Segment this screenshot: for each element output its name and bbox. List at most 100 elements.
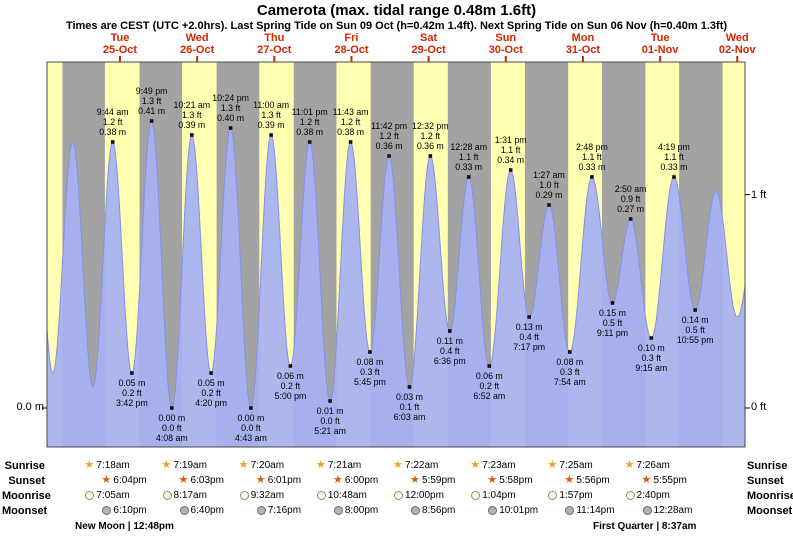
day-label: Tue 25-Oct — [102, 32, 138, 56]
tide-annotation-line: 0.4 ft — [440, 346, 460, 356]
sunrise-time: 7:20am — [250, 460, 285, 471]
tide-annotation-line: 5:45 pm — [354, 377, 386, 387]
moonset-time: 7:16pm — [267, 505, 302, 516]
tide-annotation-line: 0.10 m — [638, 343, 665, 353]
tide-annotation-line: 0.4 ft — [519, 332, 539, 342]
low-tide-marker — [448, 329, 452, 333]
tide-annotation-line: 12:32 pm — [412, 121, 449, 131]
tide-annotation-line: 10:55 pm — [677, 335, 714, 345]
moonset-row-label-right: Moonset — [747, 505, 793, 517]
moonrise-icon — [85, 491, 95, 500]
day-label: Thu 27-Oct — [257, 32, 292, 56]
high-tide-marker — [672, 175, 676, 179]
high-tide-marker — [190, 133, 194, 137]
tide-annotation-line: 0.08 m — [556, 357, 583, 367]
tide-annotation-line: 1:27 am — [533, 170, 565, 180]
plot-border — [46, 61, 746, 448]
low-tide-marker — [649, 336, 654, 340]
tide-annotation-line: 0.1 ft — [400, 402, 420, 412]
moonrise-icon — [316, 491, 326, 500]
day-label: Mon 31-Oct — [565, 32, 601, 56]
tide-annotation-line: 0.2 ft — [281, 381, 301, 391]
tide-annotation-line: 10:24 pm — [212, 93, 249, 103]
high-tide-marker — [628, 217, 633, 221]
tide-annotation-line: 0.05 m — [198, 378, 225, 388]
moonset-icon — [411, 506, 421, 515]
moonrise-icon — [548, 491, 558, 500]
sunrise-time: 7:22am — [405, 460, 439, 471]
tide-annotation-line: 0.33 m — [661, 162, 688, 172]
low-tide-marker — [328, 399, 332, 403]
tide-annotation-line: 0.0 ft — [320, 416, 340, 426]
sunset-time: 6:00pm — [344, 475, 379, 486]
moonset-icon — [565, 506, 575, 515]
tide-annotation-line: 0.11 m — [437, 336, 463, 346]
tide-annotation-line: 4:20 pm — [195, 398, 227, 408]
tide-annotation-line: 11:42 pm — [371, 121, 407, 131]
tide-annotation-line: 1.3 ft — [261, 110, 281, 120]
tide-annotation-line: 11:43 am — [333, 107, 369, 117]
day-label: Tue 01-Nov — [641, 32, 679, 56]
tide-annotation-line: 1.1 ft — [459, 152, 479, 162]
low-tide-marker — [368, 350, 372, 354]
sunset-star-icon: ★ — [410, 474, 420, 486]
right-axis-zero-ft-label: 0 ft — [751, 401, 767, 413]
sunset-time: 5:55pm — [653, 475, 687, 486]
tide-annotation-line: 4:43 am — [235, 433, 267, 443]
high-tide-marker — [110, 140, 115, 144]
tide-annotation-line: 0.40 m — [217, 113, 244, 123]
sunrise-time: 7:19am — [173, 460, 207, 471]
sunset-time: 5:59pm — [422, 475, 456, 486]
moonrise-time: 9:32am — [250, 490, 285, 501]
tide-annotation-line: 0.05 m — [118, 378, 145, 388]
tide-annotation-line: 0.13 m — [516, 322, 543, 332]
moonset-row-label-left: Moonset — [2, 505, 48, 517]
sunrise-star-icon: ★ — [393, 459, 403, 471]
high-tide-marker — [348, 140, 353, 144]
moonrise-time: 2:40pm — [636, 490, 670, 501]
sunset-star-icon: ★ — [178, 474, 189, 486]
tide-annotation-line: 0.00 m — [158, 413, 185, 423]
low-tide-marker — [610, 301, 615, 305]
tide-annotation-line: 11:00 am — [253, 100, 289, 110]
moonrise-icon — [239, 491, 249, 500]
low-tide-marker — [288, 364, 293, 368]
day-label: Fri 28-Oct — [334, 32, 369, 56]
tide-annotation-line: 0.06 m — [277, 371, 304, 381]
sunrise-star-icon: ★ — [315, 459, 326, 471]
tide-annotation-line: 4:08 am — [156, 433, 188, 443]
moonset-time: 6:10pm — [113, 505, 147, 516]
low-tide-marker — [249, 406, 253, 410]
high-tide-marker — [547, 203, 551, 207]
tide-annotation-line: 0.01 m — [317, 406, 344, 416]
low-tide-marker — [487, 364, 492, 368]
sunset-time: 6:03pm — [190, 475, 224, 486]
high-tide-marker — [228, 126, 233, 130]
tide-annotation-line: 0.0 ft — [162, 423, 182, 433]
day-label: Sat 29-Oct — [411, 32, 446, 56]
low-tide-marker — [130, 371, 134, 375]
sunrise-star-icon: ★ — [547, 459, 558, 471]
low-tide-marker — [693, 308, 697, 312]
first-quarter-text: First Quarter | 8:37am — [593, 521, 697, 532]
sunset-row-label-left: Sunset — [8, 475, 45, 487]
tide-annotation-line: 6:36 pm — [434, 356, 466, 366]
sunset-row-label-right: Sunset — [747, 475, 784, 487]
moonrise-time: 12:00pm — [405, 490, 444, 501]
day-label: Wed 02-Nov — [718, 32, 756, 56]
moonset-icon — [179, 506, 189, 515]
tide-annotation-line: 0.36 m — [376, 141, 403, 151]
tide-annotation-line: 9:15 am — [635, 363, 667, 373]
moonrise-icon — [625, 491, 635, 500]
tide-annotation-line: 5:00 pm — [275, 391, 307, 401]
tide-annotation-line: 0.33 m — [578, 162, 605, 172]
low-tide-marker — [209, 371, 213, 375]
high-tide-marker — [590, 175, 594, 179]
sunrise-star-icon: ★ — [238, 459, 249, 471]
tide-annotation-line: 0.08 m — [356, 357, 383, 367]
new-moon-text: New Moon | 12:48pm — [75, 521, 174, 532]
tide-annotation-line: 0.2 ft — [122, 388, 142, 398]
tide-area — [47, 121, 745, 447]
moonset-time: 8:56pm — [422, 505, 456, 516]
